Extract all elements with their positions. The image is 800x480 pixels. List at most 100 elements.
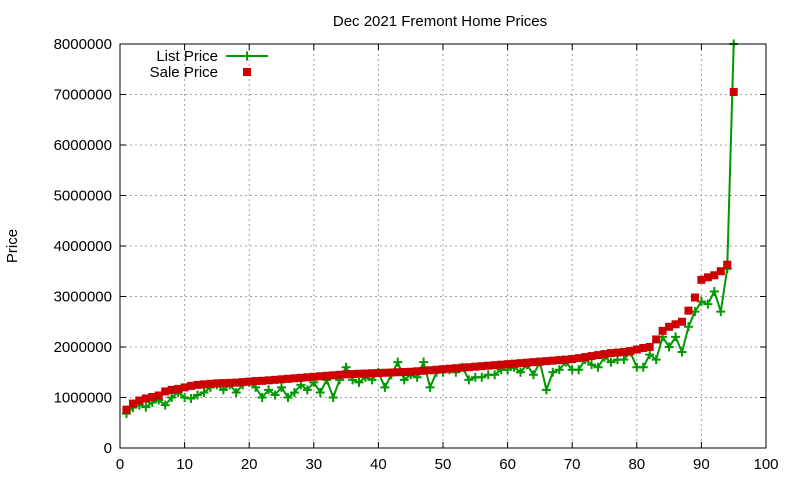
data-point-list-price [541,385,551,395]
data-point-sale-price [238,378,247,387]
data-point-list-price [554,365,564,375]
data-point-sale-price [606,349,615,358]
data-point-list-price [296,380,306,390]
data-point-list-price [671,332,681,342]
data-point-list-price [199,387,209,397]
data-point-sale-price [225,378,234,387]
series-line-list-price [125,43,735,415]
data-point-sale-price [510,359,519,368]
data-point-list-price [393,357,403,367]
data-point-sale-price [161,387,170,396]
data-point-list-price [399,375,409,385]
x-tick-label: 40 [370,456,387,473]
y-tick-label: 0 [104,440,112,457]
data-point-sale-price [367,369,376,378]
data-point-sale-price [729,87,738,96]
data-point-list-price [703,299,713,309]
series-layer [121,39,739,419]
data-point-sale-price [193,380,202,389]
data-point-sale-price [477,362,486,371]
data-point-sale-price [464,363,473,372]
data-point-sale-price [148,392,157,401]
x-tick-label: 20 [241,456,258,473]
data-point-sale-price [671,320,680,329]
data-point-sale-price [594,351,603,360]
data-point-sale-price [271,375,280,384]
axis-ticks: 0 1000000 2000000 3000000 4000000 5000000 6000… [54,36,779,473]
data-point-sale-price [535,357,544,366]
data-point-sale-price [264,376,273,385]
data-point-sale-price [393,368,402,377]
data-point-sale-price [703,273,712,282]
data-point-list-price [380,382,390,392]
data-point-sale-price [180,383,189,392]
data-point-list-price [315,387,325,397]
y-tick-label: 5000000 [54,188,112,205]
data-point-sale-price [303,373,312,382]
data-point-sale-price [568,355,577,364]
data-point-sale-price [251,377,260,386]
data-point-sale-price [542,357,551,366]
data-point-sale-price [329,371,338,380]
data-point-list-price [277,382,286,392]
data-point-sale-price [387,368,396,377]
data-point-sale-price [626,347,635,356]
data-point-sale-price [697,275,706,284]
data-point-sale-price [490,361,499,370]
data-point-sale-price [451,364,460,373]
data-point-sale-price [710,271,719,280]
data-point-list-price [186,394,196,404]
data-point-sale-price [529,358,538,367]
data-point-sale-price [600,350,609,359]
data-point-sale-price [309,372,318,381]
x-tick-label: 10 [176,456,193,473]
x-tick-label: 70 [564,456,581,473]
data-point-list-price [651,355,661,365]
data-point-list-price [638,362,648,372]
x-tick-label: 100 [753,456,778,473]
data-point-list-price [477,372,487,382]
data-point-sale-price [426,366,435,375]
data-point-sale-price [199,380,208,389]
data-point-list-price [328,393,338,402]
y-tick-label: 6000000 [54,137,112,154]
data-point-sale-price [187,381,196,390]
data-point-sale-price [245,377,254,386]
data-point-sale-price [316,372,325,381]
data-point-list-price [516,367,526,377]
data-point-sale-price [678,317,687,326]
data-point-list-price [464,375,474,385]
data-point-sale-price [723,260,732,269]
data-point-sale-price [439,365,447,374]
y-tick-label: 8000000 [54,36,112,53]
data-point-sale-price [141,394,150,403]
data-point-list-price [528,370,538,380]
data-point-list-price [264,385,274,395]
data-point-list-price [180,393,190,402]
data-point-sale-price [135,396,144,405]
data-point-sale-price [355,369,364,378]
data-point-list-price [683,322,693,332]
data-point-sale-price [432,365,441,374]
data-point-list-price [302,385,312,395]
data-point-list-price [619,355,629,365]
data-point-list-price [193,390,203,400]
plot-frame [119,43,767,449]
data-point-list-price [231,387,241,397]
data-point-sale-price [406,367,415,376]
data-point-list-price [587,360,597,370]
data-point-sale-price [335,370,344,379]
y-tick-label: 7000000 [54,87,112,104]
data-point-list-price [283,393,293,402]
data-point-list-price [167,393,177,402]
data-point-sale-price [374,369,383,378]
data-point-sale-price [219,379,228,388]
data-point-sale-price [445,364,454,373]
data-point-list-price [354,377,364,387]
x-tick-label: 0 [116,456,124,473]
data-point-sale-price [361,369,370,378]
data-point-sale-price [400,367,409,376]
data-point-sale-price [645,343,654,351]
